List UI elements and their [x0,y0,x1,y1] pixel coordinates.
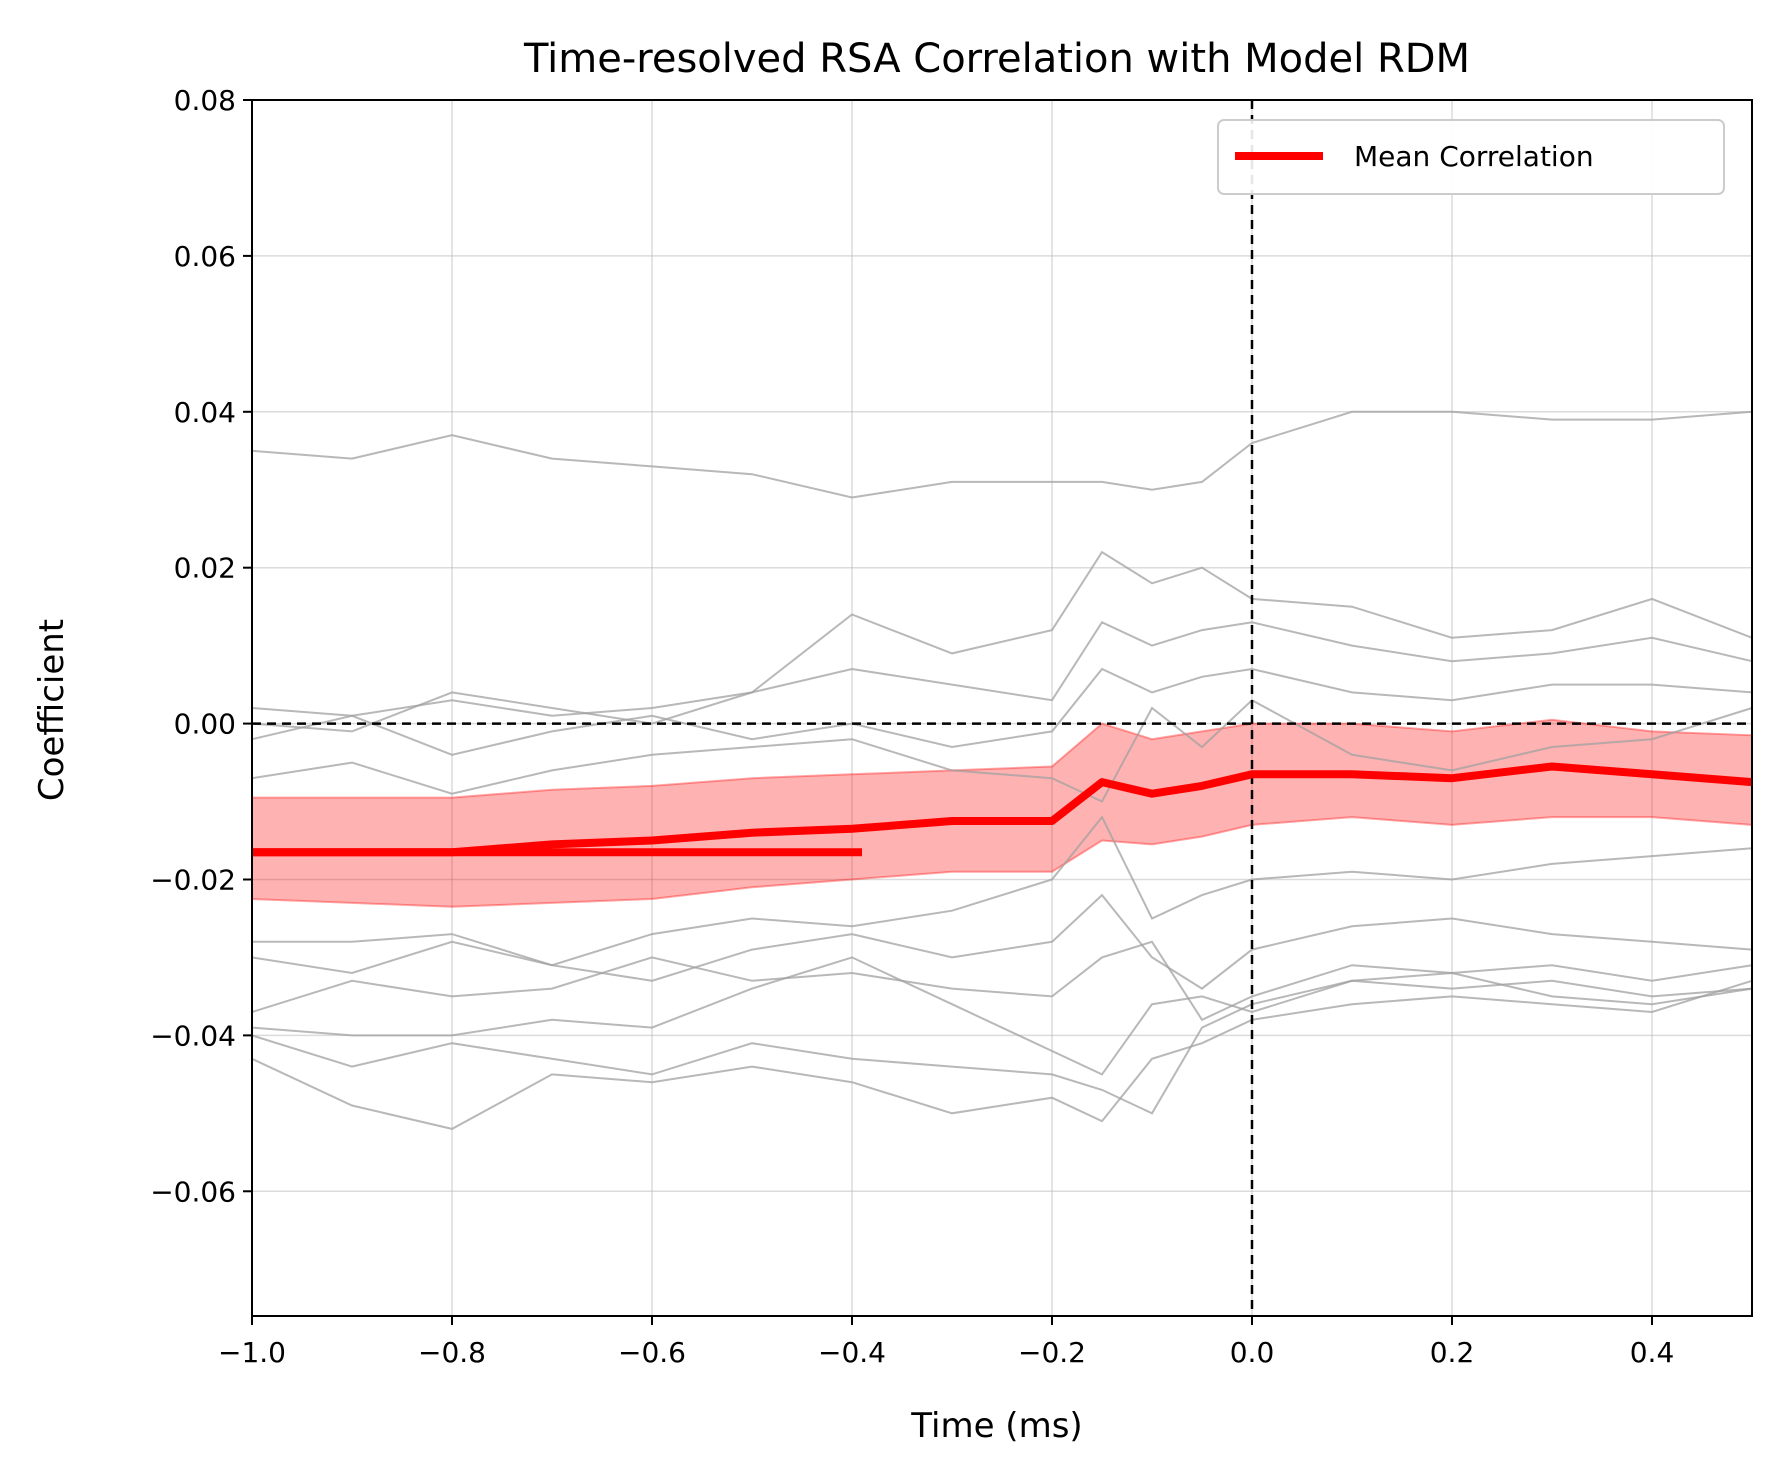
x-tick-label: −0.6 [618,1336,686,1369]
y-axis-label: Coefficient [32,619,72,801]
y-tick-label: −0.04 [150,1019,236,1052]
x-tick-label: 0.4 [1630,1336,1675,1369]
x-tick-label: −0.2 [1018,1336,1086,1369]
subject-line-6 [251,815,1753,975]
legend: Mean Correlation [1217,119,1725,195]
y-tick-label: 0.08 [174,84,236,117]
subject-line-2 [251,550,1753,717]
mean-correlation-line [252,762,1753,857]
x-tick-label: −0.8 [418,1336,486,1369]
subject-line-7 [252,893,1753,990]
legend-label-mean: Mean Correlation [1354,140,1594,173]
x-tick-label: 0.2 [1430,1336,1475,1369]
subject-line-11 [251,979,1753,1130]
subject-line-5 [251,698,1753,803]
subject-line-8 [251,940,1753,1022]
y-tick-label: −0.06 [150,1175,236,1208]
y-tick-label: 0.06 [174,240,236,273]
x-tick-label: −0.4 [818,1336,886,1369]
grid [251,99,1752,1316]
subject-line-10 [251,971,1753,1115]
legend-box [1217,119,1725,195]
x-tick-label: −1.0 [218,1336,286,1369]
x-axis-label: Time (ms) [910,1406,1082,1446]
reference-lines [252,100,1752,1316]
confidence-band [251,718,1753,908]
subject-lines [251,410,1753,1130]
y-tick-label: 0.00 [174,708,236,741]
confidence-band-layer [251,718,1753,908]
y-tick-label: 0.04 [174,396,236,429]
x-axis-ticks: −1.0 −0.8 −0.6 −0.4 −0.2 0.0 0.2 0.4 [218,1316,1674,1369]
plot-frame [251,99,1753,1317]
x-tick-label: 0.0 [1230,1336,1275,1369]
y-axis-ticks: −0.06 −0.04 −0.02 0.00 0.02 0.04 0.06 0.08 [150,84,252,1208]
chart-title: Time-resolved RSA Correlation with Model… [523,36,1470,82]
y-tick-label: 0.02 [174,552,236,585]
subject-line-1 [251,410,1753,499]
y-tick-label: −0.02 [150,863,236,896]
mean-line-layer [252,762,1753,857]
subject-line-3 [251,621,1753,733]
subject-line-9 [251,956,1753,1076]
subject-line-4 [251,667,1753,756]
